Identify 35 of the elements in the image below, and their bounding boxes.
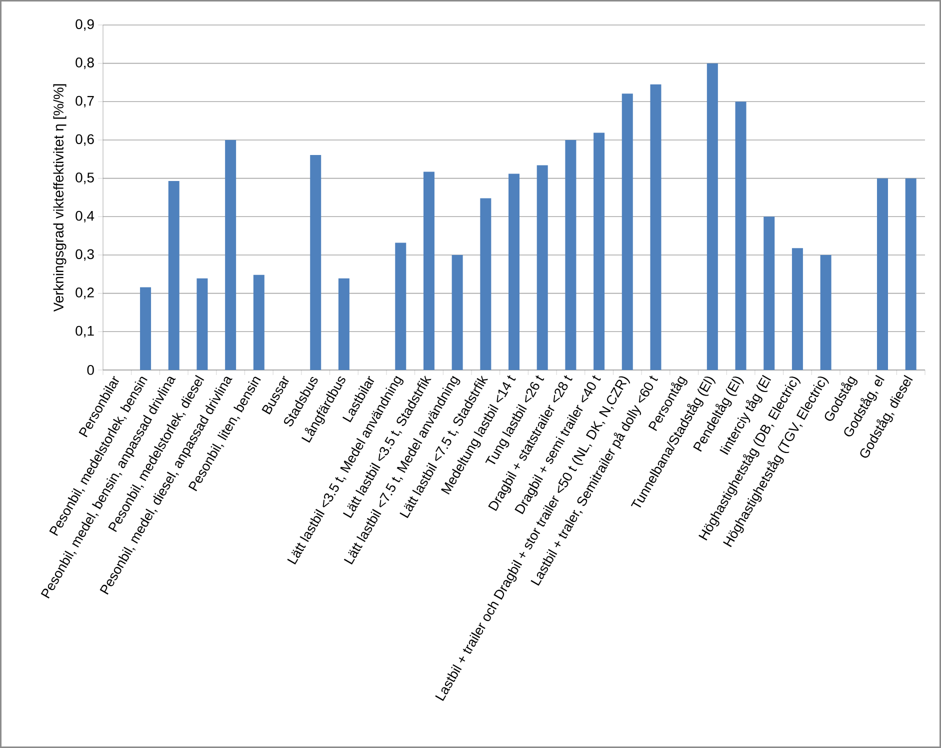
bar xyxy=(876,178,888,370)
bar xyxy=(650,84,662,370)
y-axis-title: Verkningsgrad vikteffektivitet η [%/%] xyxy=(53,84,66,312)
bar xyxy=(452,254,463,370)
bar xyxy=(622,94,633,370)
y-tick-label: 0,1 xyxy=(76,326,94,338)
bar xyxy=(594,132,605,370)
bar xyxy=(905,178,916,370)
bar xyxy=(423,172,434,370)
bar xyxy=(140,287,152,370)
y-tick-label: 0,8 xyxy=(76,58,94,70)
y-tick-label: 0,3 xyxy=(76,249,94,261)
bar xyxy=(735,102,746,370)
bar xyxy=(395,242,406,370)
bar xyxy=(706,63,718,370)
y-tick-label: 0,7 xyxy=(76,96,94,108)
bar xyxy=(764,216,775,370)
y-tick-label: 0,2 xyxy=(76,288,94,300)
y-tick-label: 0,6 xyxy=(76,134,94,146)
y-tick-label: 0,5 xyxy=(76,172,94,184)
y-tick-label: 0,4 xyxy=(76,210,94,222)
bar xyxy=(225,140,236,370)
bar xyxy=(310,154,322,370)
bar xyxy=(480,198,492,370)
y-tick-label: 0 xyxy=(87,365,94,375)
bar xyxy=(338,278,350,370)
y-tick-label: 0,9 xyxy=(76,19,94,31)
bar xyxy=(820,254,832,370)
bar xyxy=(792,248,803,370)
bar xyxy=(536,165,548,370)
bar xyxy=(508,174,520,370)
bar xyxy=(168,181,180,370)
bar xyxy=(196,278,208,370)
bar xyxy=(565,140,576,370)
bar xyxy=(253,274,264,370)
